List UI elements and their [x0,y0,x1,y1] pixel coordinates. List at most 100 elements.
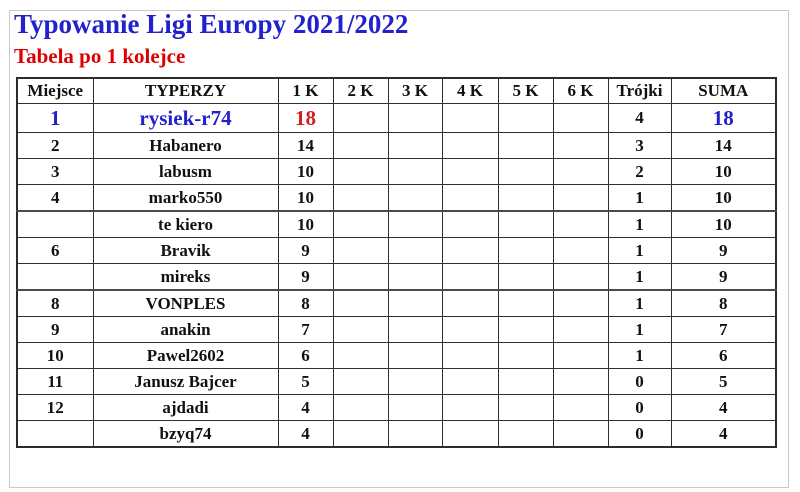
cell-round5-points [497,368,554,395]
cell-round6-points [552,368,609,395]
cell-round5-points [497,263,554,291]
cell-place: 3 [16,158,94,185]
cell-tipster-name: marko550 [92,184,279,212]
table-row: 4 marko550 10 1 10 [16,184,777,212]
cell-round4-points [441,132,499,159]
cell-round5-points [497,237,554,264]
cell-round1-points: 4 [277,420,334,448]
cell-round1-points: 8 [277,289,334,317]
cell-round1-points: 18 [277,103,334,133]
cell-round3-points [387,394,443,421]
cell-round4-points [441,237,499,264]
cell-round4-points [441,394,499,421]
cell-trojki-count: 1 [607,342,672,369]
table-row: 12 ajdadi 4 0 4 [16,394,777,421]
cell-round5-points [497,394,554,421]
cell-trojki-count: 2 [607,158,672,185]
cell-round2-points [332,103,389,133]
cell-suma-total: 9 [670,237,777,264]
cell-trojki-count: 0 [607,394,672,421]
cell-place: 9 [16,316,94,343]
cell-place: 2 [16,132,94,159]
cell-round2-points [332,263,389,291]
cell-round1-points: 10 [277,158,334,185]
cell-trojki-count: 4 [607,103,672,133]
cell-tipster-name: anakin [92,316,279,343]
table-row: 2 Habanero 14 3 14 [16,132,777,159]
cell-suma-total: 9 [670,263,777,291]
cell-tipster-name: ajdadi [92,394,279,421]
cell-suma-total: 5 [670,368,777,395]
standings-table: Miejsce TYPERZY 1 K 2 K 3 K 4 K 5 K 6 K … [16,77,777,448]
cell-place: 10 [16,342,94,369]
cell-place [16,420,94,448]
cell-place: 12 [16,394,94,421]
cell-round6-points [552,158,609,185]
cell-place: 11 [16,368,94,395]
cell-round6-points [552,103,609,133]
cell-round6-points [552,263,609,291]
cell-round1-points: 9 [277,263,334,291]
cell-suma-total: 18 [670,103,777,133]
cell-round6-points [552,289,609,317]
cell-trojki-count: 0 [607,368,672,395]
cell-round3-points [387,368,443,395]
cell-suma-total: 7 [670,316,777,343]
table-row: 3 labusm 10 2 10 [16,158,777,185]
cell-round2-points [332,210,389,238]
cell-round5-points [497,210,554,238]
cell-round3-points [387,158,443,185]
cell-round6-points [552,316,609,343]
cell-tipster-name: Bravik [92,237,279,264]
cell-trojki-count: 1 [607,210,672,238]
cell-round4-points [441,263,499,291]
cell-trojki-count: 1 [607,237,672,264]
cell-round1-points: 5 [277,368,334,395]
cell-round1-points: 4 [277,394,334,421]
col-header-miejsce: Miejsce [16,77,94,104]
cell-round4-points [441,420,499,448]
cell-round2-points [332,420,389,448]
cell-trojki-count: 0 [607,420,672,448]
cell-suma-total: 6 [670,342,777,369]
cell-trojki-count: 1 [607,263,672,291]
cell-suma-total: 4 [670,394,777,421]
cell-round5-points [497,420,554,448]
col-header-typerzy: TYPERZY [92,77,279,104]
col-header-3k: 3 K [387,77,443,104]
cell-tipster-name: Habanero [92,132,279,159]
cell-round6-points [552,394,609,421]
cell-round6-points [552,342,609,369]
cell-round3-points [387,184,443,212]
header-row: Miejsce TYPERZY 1 K 2 K 3 K 4 K 5 K 6 K … [16,77,777,104]
cell-round3-points [387,316,443,343]
cell-round4-points [441,289,499,317]
cell-suma-total: 10 [670,184,777,212]
col-header-2k: 2 K [332,77,389,104]
cell-round6-points [552,210,609,238]
cell-round5-points [497,342,554,369]
col-header-4k: 4 K [441,77,499,104]
cell-tipster-name: rysiek-r74 [92,103,279,133]
cell-trojki-count: 1 [607,316,672,343]
cell-round5-points [497,316,554,343]
cell-round4-points [441,210,499,238]
cell-tipster-name: labusm [92,158,279,185]
cell-round6-points [552,184,609,212]
cell-round4-points [441,342,499,369]
cell-round3-points [387,342,443,369]
cell-suma-total: 10 [670,210,777,238]
cell-round2-points [332,237,389,264]
cell-round3-points [387,132,443,159]
cell-round5-points [497,103,554,133]
cell-round2-points [332,316,389,343]
cell-round5-points [497,158,554,185]
cell-round3-points [387,263,443,291]
cell-round6-points [552,237,609,264]
cell-round4-points [441,368,499,395]
page-title: Typowanie Ligi Europy 2021/2022 [14,9,409,39]
cell-round1-points: 9 [277,237,334,264]
cell-round1-points: 10 [277,184,334,212]
cell-place: 8 [16,289,94,317]
cell-round2-points [332,394,389,421]
